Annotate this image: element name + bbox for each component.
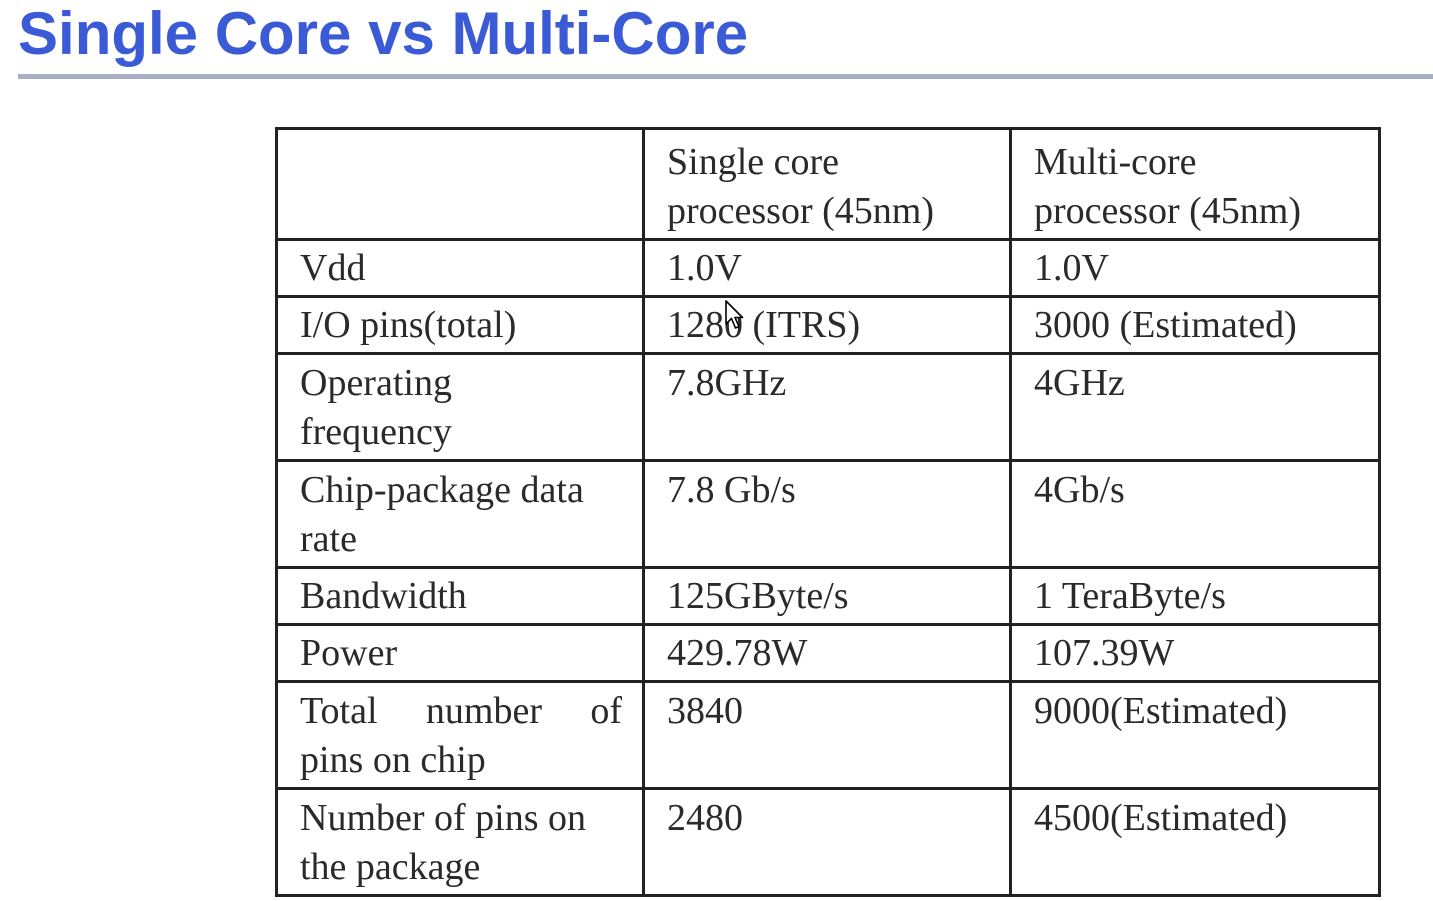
single-core-value: 125GByte/s	[642, 566, 1012, 626]
multi-core-value: 4GHz	[1009, 352, 1381, 462]
table-row-vdd: Vdd 1.0V 1.0V	[275, 238, 1381, 298]
multi-core-value: 9000(Estimated)	[1009, 680, 1381, 790]
header-cell-single-core: Single core processor (45nm)	[642, 127, 1012, 241]
single-core-value: 429.78W	[642, 623, 1012, 683]
comparison-table: Single core processor (45nm) Multi-core …	[275, 127, 1381, 897]
single-core-value: 7.8GHz	[642, 352, 1012, 462]
table-row-pins-on-chip: Total number of pins on chip 3840 9000(E…	[275, 680, 1381, 790]
row-label: Chip-package data rate	[275, 459, 645, 569]
multi-core-value: 1.0V	[1009, 238, 1381, 298]
header-multi-line2: processor (45nm)	[1034, 190, 1301, 232]
row-label-line2: the package	[300, 846, 481, 888]
table-row-bandwidth: Bandwidth 125GByte/s 1 TeraByte/s	[275, 566, 1381, 626]
row-label: Power	[275, 623, 645, 683]
row-label: Operating frequency	[275, 352, 645, 462]
header-cell-multi-core: Multi-core processor (45nm)	[1009, 127, 1381, 241]
table-row-data-rate: Chip-package data rate 7.8 Gb/s 4Gb/s	[275, 459, 1381, 569]
row-label-line2: pins on chip	[300, 739, 486, 781]
multi-core-value: 107.39W	[1009, 623, 1381, 683]
single-core-value: 3840	[642, 680, 1012, 790]
multi-core-value: 3000 (Estimated)	[1009, 295, 1381, 355]
slide-title: Single Core vs Multi-Core	[18, 0, 749, 67]
table-row-operating-frequency: Operating frequency 7.8GHz 4GHz	[275, 352, 1381, 462]
row-label-line1: Operating	[300, 362, 452, 404]
multi-core-value: 1 TeraByte/s	[1009, 566, 1381, 626]
row-label: Bandwidth	[275, 566, 645, 626]
row-label: I/O pins(total)	[275, 295, 645, 355]
single-core-value: 1280 (ITRS)	[642, 295, 1012, 355]
row-label-line1: Number of pins on	[300, 797, 587, 839]
header-single-line1: Single core	[667, 141, 840, 183]
table-row-pins-on-package: Number of pins on the package 2480 4500(…	[275, 787, 1381, 897]
table-row-io-pins: I/O pins(total) 1280 (ITRS) 3000 (Estima…	[275, 295, 1381, 355]
row-label: Number of pins on the package	[275, 787, 645, 897]
header-multi-line1: Multi-core	[1034, 141, 1197, 183]
row-label-line1: Total number of	[300, 690, 622, 732]
title-underline	[18, 74, 1433, 79]
row-label-line1: Chip-package data	[300, 469, 584, 511]
mouse-pointer-icon	[725, 300, 744, 329]
row-label-line2: rate	[300, 518, 357, 560]
row-label: Total number of pins on chip	[275, 680, 645, 790]
row-label-line2: frequency	[300, 411, 452, 453]
table-row-power: Power 429.78W 107.39W	[275, 623, 1381, 683]
row-label: Vdd	[275, 238, 645, 298]
header-cell-blank	[275, 127, 645, 241]
multi-core-value: 4500(Estimated)	[1009, 787, 1381, 897]
single-core-value: 1.0V	[642, 238, 1012, 298]
single-core-value: 7.8 Gb/s	[642, 459, 1012, 569]
table-header-row: Single core processor (45nm) Multi-core …	[275, 127, 1381, 241]
header-single-line2: processor (45nm)	[667, 190, 934, 232]
single-core-value: 2480	[642, 787, 1012, 897]
multi-core-value: 4Gb/s	[1009, 459, 1381, 569]
